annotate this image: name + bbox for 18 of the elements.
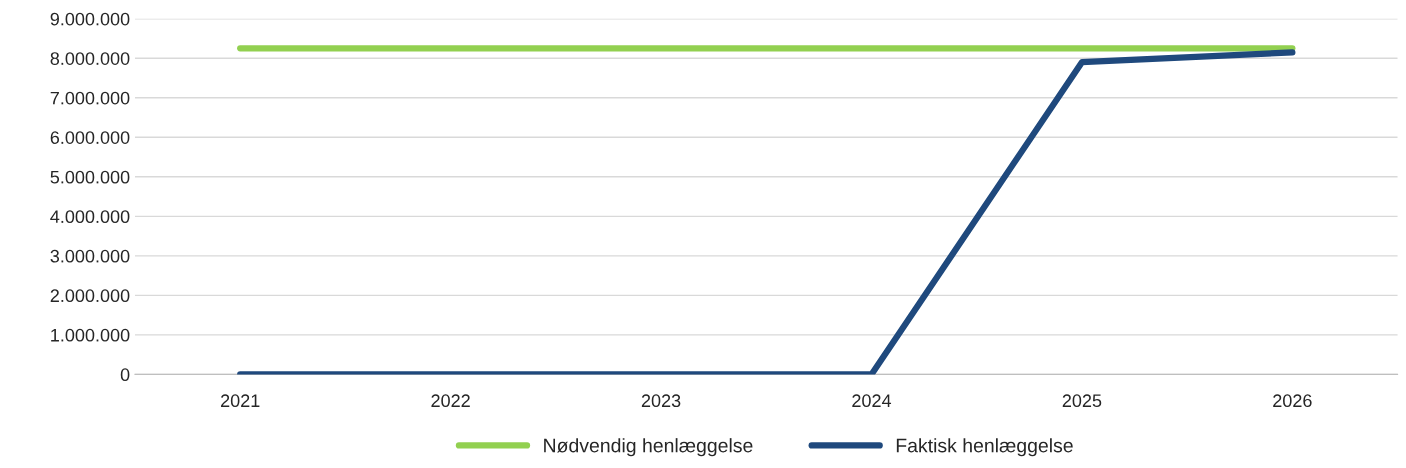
- legend-label: Nødvendig henlæggelse: [544, 438, 753, 457]
- y-tick-label: 1.000.000: [51, 328, 130, 342]
- y-tick-label: 3.000.000: [50, 249, 130, 263]
- x-tick-label: 2026: [1273, 394, 1312, 408]
- y-tick-label: 8.000.000: [50, 52, 130, 65]
- x-tick-label: 2021: [221, 394, 260, 408]
- x-tick-label: 2024: [852, 394, 892, 408]
- y-tick-label: 5.000.000: [50, 170, 130, 184]
- y-tick-label: 7.000.000: [50, 91, 130, 105]
- x-tick-label: 2025: [1062, 394, 1102, 408]
- legend-label: Faktisk henlæggelse: [896, 438, 1073, 457]
- x-tick-label: 2022: [431, 394, 470, 408]
- y-tick-label: 4.000.000: [50, 210, 130, 224]
- y-tick-label: 6.000.000: [50, 131, 130, 144]
- y-tick-label: 0: [120, 368, 130, 382]
- y-tick-label: 2.000.000: [50, 289, 130, 303]
- x-tick-label: 2023: [641, 394, 681, 408]
- y-tick-label: 9.000.000: [50, 12, 130, 26]
